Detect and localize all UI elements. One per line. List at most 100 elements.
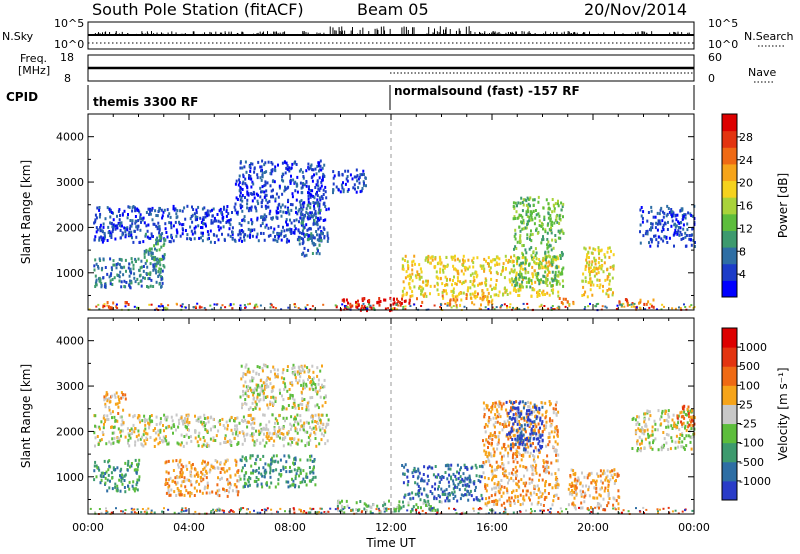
range-cell: [525, 466, 528, 470]
range-cell: [302, 381, 305, 385]
range-cell: [502, 265, 504, 269]
range-cell: [233, 419, 236, 423]
range-cell: [552, 278, 555, 282]
range-cell: [134, 280, 137, 284]
range-cell: [196, 471, 199, 475]
range-cell: [286, 228, 288, 232]
range-cell: [270, 195, 272, 199]
range-cell: [191, 213, 194, 217]
range-cell: [402, 280, 405, 284]
range-cell: [239, 206, 242, 210]
range-cell: [264, 427, 267, 431]
range-cell: [231, 230, 234, 234]
range-cell: [320, 180, 323, 184]
range-cell: [538, 224, 541, 227]
range-cell: [530, 239, 533, 243]
range-cell: [259, 379, 262, 383]
range-cell: [202, 424, 205, 428]
range-cell: [233, 436, 236, 440]
range-cell: [155, 264, 158, 268]
range-cell: [159, 239, 162, 243]
range-cell: [394, 509, 397, 513]
range-cell: [307, 421, 310, 425]
range-cell: [532, 442, 534, 445]
range-cell: [491, 407, 494, 411]
range-cell: [549, 255, 551, 259]
range-cell: [407, 501, 410, 505]
range-cell: [639, 307, 642, 310]
range-cell: [160, 439, 163, 442]
range-cell: [100, 235, 102, 239]
range-cell: [93, 221, 96, 225]
range-cell: [153, 244, 156, 248]
range-cell: [531, 232, 534, 236]
range-cell: [220, 467, 223, 471]
range-cell: [248, 176, 250, 180]
range-cell: [347, 301, 349, 305]
range-cell: [271, 179, 274, 183]
range-cell: [479, 480, 482, 484]
range-cell: [256, 305, 259, 308]
range-cell: [174, 480, 177, 484]
range-cell: [429, 292, 431, 296]
range-cell: [510, 496, 513, 500]
range-cell: [664, 221, 666, 225]
range-cell: [420, 506, 422, 510]
range-cell: [666, 204, 669, 208]
range-cell: [462, 254, 465, 258]
range-cell: [560, 201, 563, 205]
range-cell: [310, 415, 313, 419]
range-cell: [154, 256, 157, 259]
range-cell: [272, 238, 275, 242]
range-cell: [415, 276, 418, 280]
range-cell: [515, 400, 518, 404]
range-cell: [260, 165, 263, 169]
range-cell: [347, 188, 350, 192]
range-cell: [246, 190, 249, 194]
range-cell: [297, 235, 300, 239]
range-cell: [194, 218, 197, 222]
range-cell: [503, 454, 505, 458]
range-cell: [219, 477, 222, 481]
range-cell: [626, 301, 629, 305]
range-cell: [523, 404, 526, 408]
range-cell: [266, 365, 269, 369]
range-cell: [160, 245, 163, 249]
range-cell: [407, 493, 410, 496]
range-cell: [492, 416, 495, 420]
range-cell: [118, 279, 121, 283]
range-cell: [223, 426, 226, 430]
range-cell: [175, 494, 178, 497]
range-cell: [120, 221, 123, 225]
range-cell: [265, 423, 268, 427]
range-cell: [244, 398, 247, 401]
range-cell: [682, 227, 685, 231]
range-cell: [345, 177, 348, 181]
range-cell: [342, 181, 344, 185]
range-cell: [311, 234, 314, 238]
range-cell: [172, 469, 175, 472]
range-cell: [489, 295, 492, 299]
range-cell: [339, 190, 342, 194]
range-cell: [147, 207, 150, 211]
range-cell: [259, 176, 262, 180]
range-cell: [208, 237, 210, 240]
range-cell: [295, 218, 298, 222]
range-cell: [411, 290, 414, 294]
range-cell: [310, 234, 312, 238]
range-cell: [238, 189, 241, 193]
range-cell: [216, 493, 219, 497]
range-cell: [129, 269, 131, 273]
range-cell: [690, 304, 693, 307]
range-cell: [209, 209, 212, 213]
range-cell: [140, 265, 143, 269]
range-cell: [439, 270, 442, 274]
range-cell: [303, 214, 306, 218]
range-cell: [678, 221, 681, 225]
range-cell: [149, 273, 152, 277]
range-cell: [309, 438, 312, 442]
range-cell: [442, 289, 445, 292]
range-cell: [539, 495, 542, 499]
range-cell: [283, 387, 286, 391]
range-cell: [237, 183, 240, 187]
